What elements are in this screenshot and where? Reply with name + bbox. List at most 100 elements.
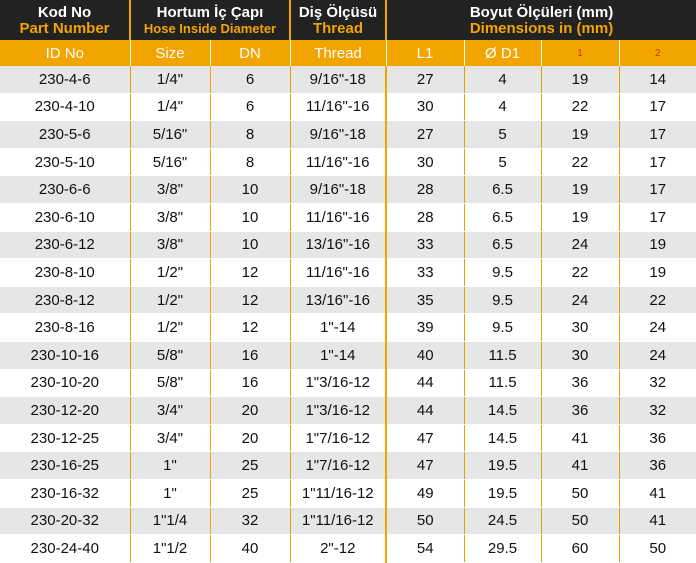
cell-dim-2: 17 [619, 203, 696, 232]
cell-size: 1" [130, 451, 211, 480]
header-dimensions: Boyut Ölçüleri (mm) Dimensions in (mm) [386, 0, 696, 40]
header-group-row: Kod No Part Number Hortum İç Çapı Hose I… [0, 0, 696, 40]
cell-size: 1/4" [130, 66, 211, 94]
cell-dn: 32 [210, 507, 291, 536]
cell-dim-1: 22 [541, 93, 620, 122]
cell-size: 3/8" [130, 231, 211, 260]
cell-id-no: 230-16-25 [0, 451, 131, 480]
cell-dn: 10 [210, 175, 291, 204]
cell-thread: 9/16"-18 [290, 66, 387, 94]
table-row: 230-6-6 3/8" 10 9/16"-18 28 6.5 19 17 [0, 175, 696, 204]
cell-thread: 1"11/16-12 [290, 479, 387, 508]
header-thread: Diş Ölçüsü Thread [290, 0, 387, 40]
cell-d1: 4 [464, 66, 542, 94]
cell-dim-1: 22 [541, 258, 620, 287]
cell-thread: 2"-12 [290, 534, 387, 563]
cell-dn: 40 [210, 534, 291, 563]
cell-dim-2: 24 [619, 313, 696, 342]
cell-d1: 6.5 [464, 175, 542, 204]
col-dn: DN [210, 40, 291, 66]
cell-id-no: 230-10-16 [0, 341, 131, 370]
cell-l1: 33 [386, 258, 465, 287]
cell-l1: 33 [386, 231, 465, 260]
cell-l1: 28 [386, 175, 465, 204]
cell-d1: 11.5 [464, 369, 542, 398]
cell-size: 1" [130, 479, 211, 508]
cell-dim-1: 24 [541, 286, 620, 315]
cell-id-no: 230-24-40 [0, 534, 131, 563]
cell-dn: 10 [210, 231, 291, 260]
cell-id-no: 230-12-25 [0, 424, 131, 453]
cell-id-no: 230-8-10 [0, 258, 131, 287]
cell-dim-2: 17 [619, 93, 696, 122]
table-body: 230-4-6 1/4" 6 9/16"-18 27 4 19 14 230-4-10 1/4" 6… [0, 66, 696, 563]
cell-id-no: 230-12-20 [0, 396, 131, 425]
cell-l1: 44 [386, 369, 465, 398]
cell-l1: 47 [386, 424, 465, 453]
cell-size: 1"1/2 [130, 534, 211, 563]
cell-id-no: 230-10-20 [0, 369, 131, 398]
col-id-no: ID No [0, 40, 131, 66]
cell-id-no: 230-6-6 [0, 175, 131, 204]
table-row: 230-6-10 3/8" 10 11/16"-16 28 6.5 19 17 [0, 203, 696, 232]
cell-id-no: 230-8-16 [0, 313, 131, 342]
cell-dim-1: 22 [541, 148, 620, 177]
cell-dn: 12 [210, 258, 291, 287]
cell-id-no: 230-6-10 [0, 203, 131, 232]
cell-id-no: 230-5-6 [0, 120, 131, 149]
header-hose-diameter: Hortum İç Çapı Hose Inside Diameter [130, 0, 291, 40]
cell-d1: 14.5 [464, 396, 542, 425]
col-dim-1: 1 [541, 40, 620, 66]
cell-d1: 6.5 [464, 231, 542, 260]
cell-size: 1/2" [130, 258, 211, 287]
cell-l1: 27 [386, 120, 465, 149]
table-row: 230-4-6 1/4" 6 9/16"-18 27 4 19 14 [0, 66, 696, 94]
cell-d1: 9.5 [464, 313, 542, 342]
cell-size: 5/8" [130, 369, 211, 398]
cell-l1: 54 [386, 534, 465, 563]
cell-id-no: 230-8-12 [0, 286, 131, 315]
cell-l1: 50 [386, 507, 465, 536]
col-l1: L1 [386, 40, 465, 66]
cell-thread: 11/16"-16 [290, 93, 387, 122]
col-size: Size [130, 40, 211, 66]
cell-thread: 1"3/16-12 [290, 396, 387, 425]
cell-dn: 16 [210, 369, 291, 398]
cell-id-no: 230-20-32 [0, 507, 131, 536]
cell-dim-1: 36 [541, 369, 620, 398]
cell-dim-2: 17 [619, 175, 696, 204]
table-row: 230-12-25 3/4" 20 1"7/16-12 47 14.5 41 36 [0, 424, 696, 453]
cell-d1: 4 [464, 93, 542, 122]
cell-size: 5/16" [130, 120, 211, 149]
cell-thread: 11/16"-16 [290, 258, 387, 287]
col-d1: Ø D1 [464, 40, 542, 66]
table-row: 230-8-16 1/2" 12 1"-14 39 9.5 30 24 [0, 313, 696, 342]
cell-l1: 39 [386, 313, 465, 342]
cell-d1: 19.5 [464, 451, 542, 480]
cell-dim-1: 36 [541, 396, 620, 425]
cell-size: 3/8" [130, 175, 211, 204]
cell-dim-2: 41 [619, 507, 696, 536]
cell-dn: 10 [210, 203, 291, 232]
cell-d1: 14.5 [464, 424, 542, 453]
table-row: 230-20-32 1"1/4 32 1"11/16-12 50 24.5 50 41 [0, 507, 696, 536]
cell-dim-2: 19 [619, 258, 696, 287]
cell-dim-2: 50 [619, 534, 696, 563]
cell-id-no: 230-4-10 [0, 93, 131, 122]
cell-thread: 9/16"-18 [290, 175, 387, 204]
cell-dim-2: 17 [619, 148, 696, 177]
table-row: 230-8-12 1/2" 12 13/16"-16 35 9.5 24 22 [0, 286, 696, 315]
cell-dim-1: 50 [541, 479, 620, 508]
cell-thread: 1"11/16-12 [290, 507, 387, 536]
cell-dim-1: 19 [541, 66, 620, 94]
cell-dim-1: 24 [541, 231, 620, 260]
col-dim-2: 2 [619, 40, 696, 66]
cell-l1: 40 [386, 341, 465, 370]
cell-l1: 28 [386, 203, 465, 232]
cell-d1: 9.5 [464, 258, 542, 287]
cell-dim-2: 41 [619, 479, 696, 508]
cell-id-no: 230-5-10 [0, 148, 131, 177]
cell-thread: 1"7/16-12 [290, 424, 387, 453]
cell-thread: 11/16"-16 [290, 148, 387, 177]
